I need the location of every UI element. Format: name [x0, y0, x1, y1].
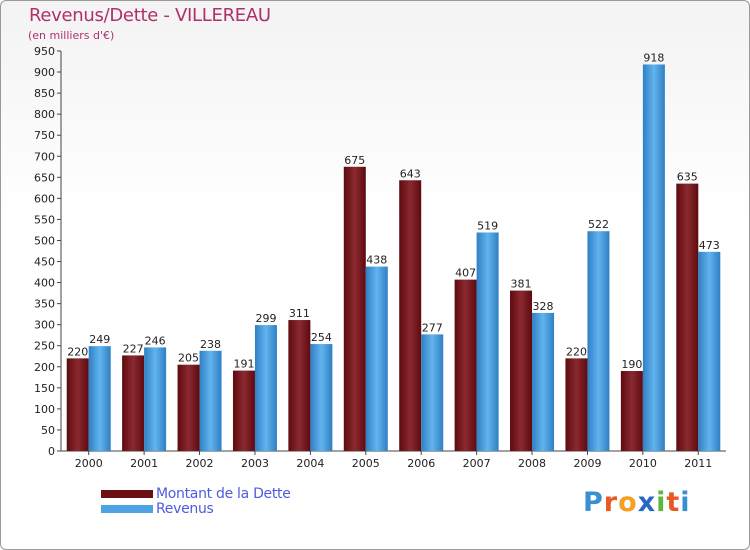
y-tick-label: 750: [34, 129, 55, 142]
y-tick-label: 300: [34, 319, 55, 332]
bar-dette: [66, 358, 89, 451]
x-tick-label: 2005: [352, 457, 380, 470]
logo-letter: x: [637, 487, 657, 518]
legend-label-revenus: Revenus: [156, 501, 214, 517]
bar-dette: [122, 355, 145, 451]
y-tick-label: 400: [34, 277, 55, 290]
data-label-revenus: 438: [366, 254, 387, 267]
y-tick-label: 500: [34, 234, 55, 247]
y-tick-label: 950: [34, 45, 55, 58]
chart-subtitle: (en milliers d'€): [28, 29, 115, 42]
y-tick-label: 700: [34, 150, 55, 163]
x-tick-label: 2009: [573, 457, 601, 470]
bar-revenus: [88, 346, 111, 451]
x-tick-label: 2011: [684, 457, 712, 470]
x-tick-label: 2010: [629, 457, 657, 470]
data-label-dette: 407: [455, 267, 476, 280]
bar-dette: [565, 358, 588, 451]
logo-letter: o: [618, 487, 638, 518]
data-label-dette: 643: [400, 167, 421, 180]
x-tick-label: 2007: [463, 457, 491, 470]
bar-dette: [288, 320, 311, 451]
data-label-revenus: 277: [422, 321, 443, 334]
bar-revenus: [476, 232, 499, 451]
bar-dette: [343, 166, 366, 451]
data-label-dette: 381: [511, 278, 532, 291]
data-label-revenus: 918: [643, 51, 664, 64]
proxiti-logo: Proxiti: [583, 487, 691, 518]
chart-title: Revenus/Dette - VILLEREAU: [29, 5, 271, 26]
data-label-revenus: 249: [89, 333, 110, 346]
data-label-dette: 227: [123, 342, 144, 355]
logo-letter: i: [656, 487, 667, 518]
bar-revenus: [587, 231, 610, 451]
y-tick-label: 50: [41, 424, 55, 437]
data-label-dette: 220: [566, 345, 587, 358]
data-label-dette: 635: [677, 171, 698, 184]
y-tick-label: 200: [34, 361, 55, 374]
data-label-revenus: 328: [533, 300, 554, 313]
data-label-revenus: 473: [699, 239, 720, 252]
x-tick-label: 2003: [241, 457, 269, 470]
data-label-dette: 205: [178, 352, 199, 365]
bar-dette: [454, 279, 477, 451]
x-tick-label: 2006: [407, 457, 435, 470]
bar-dette: [232, 370, 255, 451]
x-tick-label: 2000: [75, 457, 103, 470]
bar-dette: [510, 290, 533, 451]
data-label-revenus: 238: [200, 338, 221, 351]
y-tick-label: 650: [34, 171, 55, 184]
bar-dette: [620, 371, 643, 451]
y-tick-label: 250: [34, 340, 55, 353]
data-label-dette: 311: [289, 307, 310, 320]
bar-revenus: [199, 350, 222, 451]
data-label-dette: 190: [621, 358, 642, 371]
bar-dette: [399, 180, 422, 451]
logo-letter: t: [666, 487, 681, 518]
logo-letter: i: [680, 487, 691, 518]
data-label-revenus: 522: [588, 218, 609, 231]
legend-label-dette: Montant de la Dette: [156, 486, 291, 502]
data-label-revenus: 519: [477, 219, 498, 232]
x-tick-label: 2001: [130, 457, 158, 470]
data-label-dette: 675: [344, 154, 365, 167]
x-tick-label: 2004: [296, 457, 324, 470]
bar-revenus: [144, 347, 167, 451]
logo-letter: P: [583, 487, 604, 518]
y-tick-label: 350: [34, 298, 55, 311]
data-label-revenus: 254: [311, 331, 332, 344]
y-tick-label: 800: [34, 108, 55, 121]
bar-revenus: [310, 344, 333, 451]
y-tick-label: 100: [34, 403, 55, 416]
x-tick-label: 2002: [186, 457, 214, 470]
x-tick-label: 2008: [518, 457, 546, 470]
logo-letter: r: [603, 487, 619, 518]
bar-revenus: [254, 325, 277, 451]
bar-revenus: [642, 64, 665, 451]
legend-swatch-revenus: [101, 505, 153, 513]
y-tick-label: 0: [48, 445, 55, 458]
y-tick-label: 900: [34, 66, 55, 79]
data-label-revenus: 299: [255, 312, 276, 325]
data-label-dette: 191: [233, 358, 254, 371]
y-tick-label: 450: [34, 256, 55, 269]
y-tick-label: 600: [34, 192, 55, 205]
bar-revenus: [698, 251, 721, 451]
y-tick-label: 550: [34, 213, 55, 226]
bar-dette: [676, 183, 699, 451]
bar-revenus: [532, 312, 555, 451]
bar-dette: [177, 364, 200, 451]
bar-revenus: [421, 334, 444, 451]
y-tick-label: 150: [34, 382, 55, 395]
bar-revenus: [365, 266, 388, 451]
data-label-revenus: 246: [145, 334, 166, 347]
y-tick-label: 850: [34, 87, 55, 100]
legend-swatch-dette: [101, 490, 153, 498]
data-label-dette: 220: [67, 345, 88, 358]
